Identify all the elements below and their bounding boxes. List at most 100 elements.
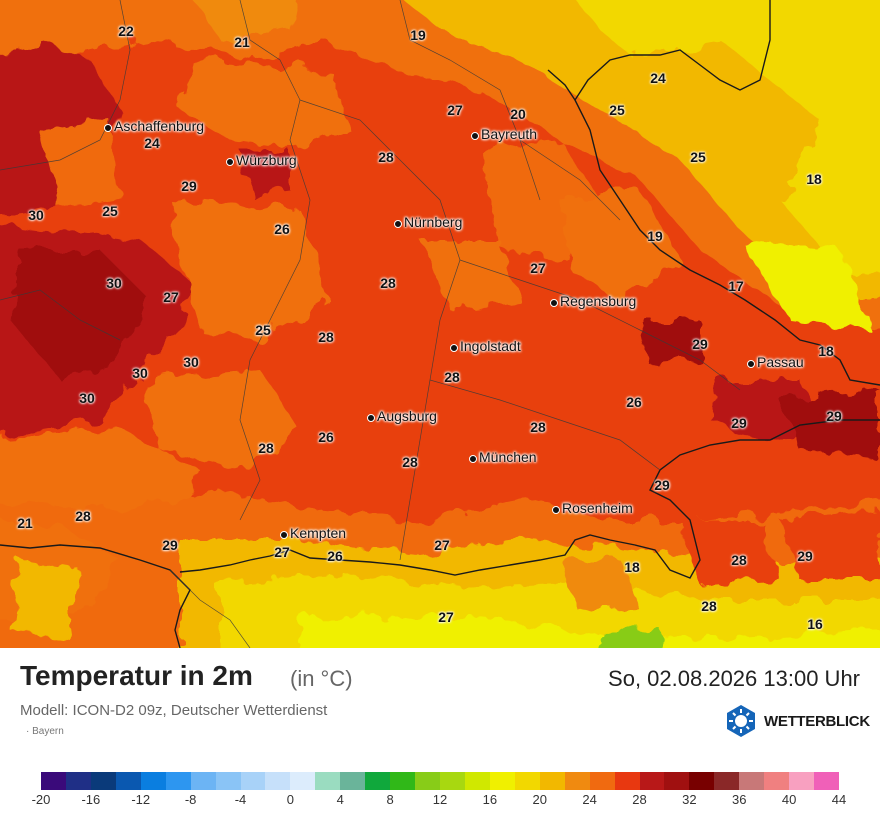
- temperature-value: 16: [807, 616, 823, 632]
- city-label: Würzburg: [236, 152, 297, 168]
- scale-color-cell: [789, 772, 815, 790]
- city-marker-icon[interactable]: [104, 124, 112, 132]
- city-label: Regensburg: [560, 293, 637, 309]
- scale-color-cell: [115, 772, 141, 790]
- scale-tick-label: -12: [131, 792, 151, 807]
- scale-color-cell: [65, 772, 91, 790]
- scale-color-cell: [614, 772, 640, 790]
- temperature-value: 29: [654, 477, 670, 493]
- scale-color-cell: [714, 772, 740, 790]
- scale-tick-label: -20: [31, 792, 51, 807]
- scale-color-cell: [664, 772, 690, 790]
- temperature-value: 19: [410, 27, 426, 43]
- temperature-value: 28: [258, 440, 274, 456]
- temperature-value: 19: [647, 228, 663, 244]
- scale-tick-label: 20: [532, 792, 547, 807]
- temperature-value: 18: [818, 343, 834, 359]
- scale-color-cell: [689, 772, 715, 790]
- scale-tick-label: 4: [336, 792, 344, 807]
- temperature-value: 28: [530, 419, 546, 435]
- country-border: [0, 0, 880, 648]
- temperature-value: 17: [728, 278, 744, 294]
- temperature-value: 29: [731, 415, 747, 431]
- temperature-value: 27: [438, 609, 454, 625]
- city-marker-icon[interactable]: [469, 455, 477, 463]
- city-marker-icon[interactable]: [471, 132, 479, 140]
- scale-color-cell: [464, 772, 490, 790]
- city-marker-icon[interactable]: [747, 360, 755, 368]
- temperature-value: 30: [79, 390, 95, 406]
- city-marker-icon[interactable]: [367, 414, 375, 422]
- temperature-value: 27: [447, 102, 463, 118]
- temperature-value: 27: [163, 289, 179, 305]
- temperature-value: 29: [797, 548, 813, 564]
- temperature-value: 25: [255, 322, 271, 338]
- temperature-value: 29: [162, 537, 178, 553]
- scale-color-cell: [90, 772, 116, 790]
- info-panel: Temperatur in 2m (in °C) So, 02.08.2026 …: [0, 648, 880, 830]
- temperature-value: 30: [183, 354, 199, 370]
- temperature-value: 26: [318, 429, 334, 445]
- city-marker-icon[interactable]: [450, 344, 458, 352]
- temperature-value: 30: [106, 275, 122, 291]
- wetterblick-logo-icon: [727, 705, 755, 737]
- temperature-value: 18: [806, 171, 822, 187]
- brand-logo[interactable]: WETTERBLICK: [724, 704, 870, 738]
- temperature-value: 30: [132, 365, 148, 381]
- scale-color-cell: [539, 772, 565, 790]
- city-label: Aschaffenburg: [114, 118, 205, 134]
- city-marker-icon[interactable]: [280, 531, 288, 539]
- temperature-value: 20: [510, 106, 526, 122]
- temperature-value: 25: [690, 149, 706, 165]
- scale-color-cell: [514, 772, 540, 790]
- model-info: Modell: ICON-D2 09z, Deutscher Wetterdie…: [20, 702, 328, 719]
- temperature-color-scale: [40, 771, 840, 791]
- city-marker-icon[interactable]: [550, 299, 558, 307]
- scale-color-cell: [140, 772, 166, 790]
- scale-color-cell: [589, 772, 615, 790]
- scale-tick-label: 40: [781, 792, 797, 807]
- district-borders: [0, 0, 741, 648]
- temperature-value: 27: [530, 260, 546, 276]
- region-label: · Bayern: [26, 726, 64, 737]
- scale-color-cell: [440, 772, 465, 790]
- scale-color-cell: [190, 772, 216, 790]
- forecast-datetime: So, 02.08.2026 13:00 Uhr: [608, 666, 860, 691]
- scale-color-cell: [564, 772, 590, 790]
- temperature-value: 28: [378, 149, 394, 165]
- scale-tick-label: 8: [386, 792, 394, 807]
- city-marker-icon[interactable]: [552, 506, 560, 514]
- temperature-value: 28: [701, 598, 717, 614]
- scale-tick-label: 16: [482, 792, 498, 807]
- temperature-value: 21: [234, 34, 250, 50]
- temperature-map[interactable]: 22 21 19 24 27 20 25 24 29 28 25 30 25 26 18 19 27 30 27 28…: [0, 0, 880, 648]
- temperature-value: 27: [434, 537, 450, 553]
- temperature-value: 22: [118, 23, 134, 39]
- scale-tick-label: -8: [184, 792, 197, 807]
- scale-tick-label: 0: [286, 792, 294, 807]
- temperature-value: 28: [402, 454, 418, 470]
- scale-color-cell: [41, 772, 66, 790]
- scale-tick-label: 32: [682, 792, 697, 807]
- scale-color-cell: [639, 772, 665, 790]
- city-marker-icon[interactable]: [394, 220, 402, 228]
- scale-color-cell: [489, 772, 515, 790]
- city-label: Rosenheim: [562, 500, 633, 516]
- temperature-value: 26: [626, 394, 642, 410]
- scale-color-cell: [764, 772, 790, 790]
- unit-label: (in °C): [290, 666, 353, 691]
- city-label: Ingolstadt: [460, 338, 521, 354]
- scale-color-cell: [265, 772, 291, 790]
- scale-color-cell: [315, 772, 341, 790]
- temperature-value: 28: [318, 329, 334, 345]
- scale-tick-label: 44: [831, 792, 847, 807]
- temperature-value: 29: [826, 408, 842, 424]
- scale-color-cell: [390, 772, 416, 790]
- city-marker-icon[interactable]: [226, 158, 234, 166]
- scale-color-cell: [739, 772, 765, 790]
- scale-color-cell: [415, 772, 440, 790]
- city-label: München: [479, 449, 537, 465]
- scale-color-cell: [814, 772, 839, 790]
- scale-tick-label: 12: [432, 792, 448, 807]
- temperature-value: 21: [17, 515, 33, 531]
